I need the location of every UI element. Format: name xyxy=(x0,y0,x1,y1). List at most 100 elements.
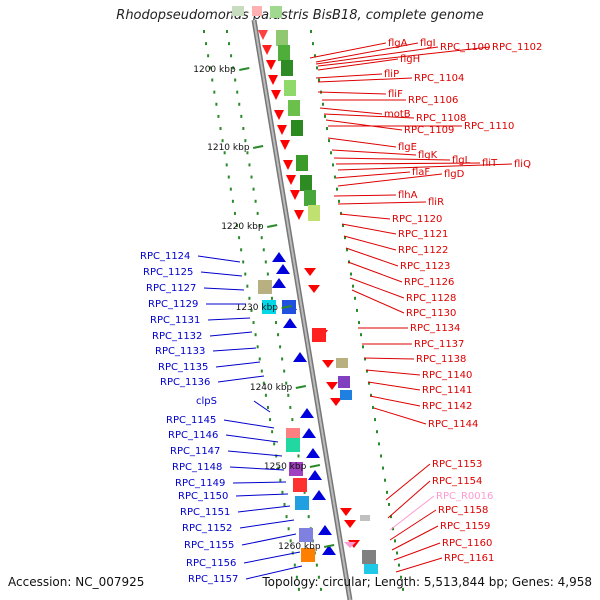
guide-dot xyxy=(316,66,318,70)
right-label-leader xyxy=(395,557,443,573)
backbone-highlight xyxy=(253,19,351,600)
right-label-leader xyxy=(391,525,439,551)
right-gene-label: RPC_1123 xyxy=(400,261,450,272)
right-gene-label: flgL xyxy=(452,155,471,166)
left-gene-label: RPC_1131 xyxy=(150,315,200,326)
gene-block xyxy=(312,328,326,342)
guide-dot xyxy=(252,321,255,325)
right-label-leader xyxy=(317,58,399,71)
forward-gene-arrow xyxy=(340,508,352,516)
guide-dot xyxy=(236,224,239,228)
guide-dot xyxy=(248,163,251,167)
guide-dot xyxy=(376,430,378,434)
flagellar-gene-block xyxy=(291,120,303,136)
right-gene-label: RPC_1137 xyxy=(414,339,464,350)
guide-dot xyxy=(338,199,340,203)
right-gene-label: RPC_1160 xyxy=(442,538,492,549)
flagellar-gene-block xyxy=(281,60,293,76)
kbp-tick-mark xyxy=(323,544,335,548)
guide-dot xyxy=(244,139,247,143)
left-gene-label: RPC_1136 xyxy=(160,377,210,388)
guide-dot xyxy=(266,272,269,276)
guide-dot xyxy=(227,175,230,179)
guide-dot xyxy=(283,502,286,506)
guide-dot xyxy=(390,515,392,519)
guide-dot xyxy=(238,102,241,106)
gene-block xyxy=(293,478,307,492)
left-label-leader xyxy=(245,565,303,580)
forward-gene-arrow xyxy=(262,45,272,55)
right-label-leader xyxy=(309,42,387,59)
left-gene-label: RPC_1127 xyxy=(146,283,196,294)
kbp-tick-label: 1250 kbp xyxy=(264,462,307,472)
left-label-leader xyxy=(215,361,261,368)
left-gene-label: RPC_1149 xyxy=(175,478,225,489)
kbp-tick-label: 1220 kbp xyxy=(221,222,264,232)
right-gene-label: RPC_1153 xyxy=(432,459,482,470)
right-gene-label: RPC_1110 xyxy=(464,121,514,132)
right-label-leader xyxy=(317,46,491,67)
forward-gene-arrow xyxy=(286,175,296,185)
left-gene-label: RPC_1124 xyxy=(140,251,190,262)
gene-block xyxy=(295,496,309,510)
guide-dot xyxy=(384,478,386,482)
right-gene-label: flgD xyxy=(444,169,465,180)
reverse-gene-arrow xyxy=(302,428,316,438)
guide-dot xyxy=(209,66,212,70)
guide-dot xyxy=(310,30,312,33)
left-label-leader xyxy=(239,519,295,529)
guide-dot xyxy=(370,393,372,397)
guide-dot xyxy=(287,527,290,531)
guide-dot xyxy=(297,587,300,591)
kbp-tick-mark xyxy=(252,145,264,149)
right-gene-label: fliP xyxy=(384,69,399,80)
guide-dot xyxy=(354,296,356,300)
right-gene-label: flgK xyxy=(418,150,438,161)
flagellar-gene-block xyxy=(308,205,320,221)
left-gene-label: RPC_1145 xyxy=(166,415,216,426)
gene-block xyxy=(286,438,300,452)
guide-dot xyxy=(205,42,208,46)
guide-dot xyxy=(221,139,224,143)
guide-dot xyxy=(270,296,273,300)
guide-dot xyxy=(229,187,232,191)
guide-dot xyxy=(207,54,210,58)
left-label-leader xyxy=(235,493,289,497)
gene-block xyxy=(289,462,303,476)
right-gene-label: fliQ xyxy=(514,159,531,170)
guide-dot xyxy=(312,42,314,46)
right-gene-label: flgA xyxy=(388,38,408,49)
forward-gene-arrow xyxy=(280,140,290,150)
right-label-leader xyxy=(347,261,403,283)
flagellar-gene-block xyxy=(300,175,312,191)
guide-dot xyxy=(366,369,368,373)
left-gene-label: RPC_1133 xyxy=(155,346,205,357)
guide-dot xyxy=(242,260,245,264)
guide-dot xyxy=(295,575,298,579)
guide-dot xyxy=(234,78,237,82)
left-label-leader xyxy=(217,375,265,383)
forward-gene-arrow xyxy=(326,382,338,390)
guide-dot xyxy=(254,333,257,337)
guide-dot xyxy=(219,127,222,131)
gene-block xyxy=(336,358,348,368)
kbp-tick-mark xyxy=(239,67,250,71)
right-label-leader xyxy=(323,113,415,119)
guide-dot xyxy=(256,211,259,215)
left-label-leader xyxy=(237,505,291,513)
guide-dot xyxy=(281,490,284,494)
forward-gene-arrow xyxy=(274,110,284,120)
guide-dot xyxy=(291,418,294,422)
right-gene-label: RPC_1154 xyxy=(432,476,482,487)
flagellar-gene-block xyxy=(284,80,296,96)
guide-dot xyxy=(215,102,218,106)
right-label-leader xyxy=(339,213,391,220)
right-label-leader xyxy=(351,289,405,314)
guide-dot xyxy=(352,284,354,288)
guide-dot xyxy=(372,405,374,409)
guide-dot xyxy=(223,151,226,155)
guide-dot xyxy=(358,321,360,325)
guide-dot xyxy=(378,442,380,446)
gene-block xyxy=(362,550,376,564)
forward-gene-arrow xyxy=(330,398,342,406)
